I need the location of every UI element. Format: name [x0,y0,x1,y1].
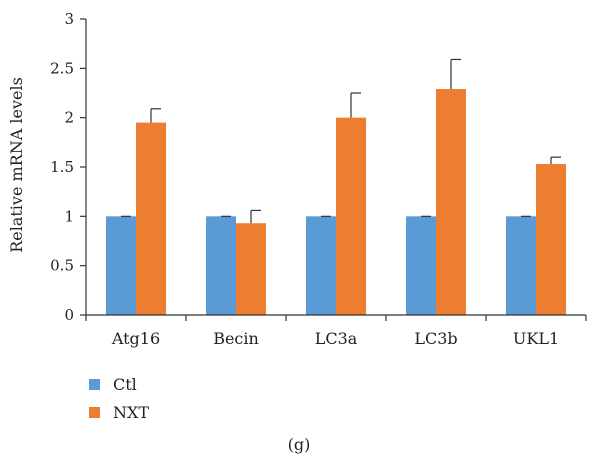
y-tick-label: 2 [64,109,74,127]
y-tick-label: 2.5 [50,59,74,77]
x-tick-label: UKL1 [513,329,559,348]
x-tick-label: LC3a [315,329,358,348]
y-axis-title: Relative mRNA levels [7,77,26,253]
legend-label-nxt: NXT [113,403,149,422]
bar-ctl-ukl1 [506,216,536,315]
legend-swatch-nxt [89,407,100,418]
error-bars [121,58,561,224]
x-tick-label: Atg16 [111,329,160,348]
y-tick-label: 0.5 [50,257,74,275]
bar-nxt-atg16 [136,122,166,315]
y-tick-label: 3 [64,10,74,28]
legend-swatch-ctl [89,379,100,390]
bar-nxt-becin [236,223,266,315]
x-tick-label: Becin [213,329,259,348]
bar-nxt-lc3a [336,117,366,316]
legend-label-ctl: Ctl [113,375,137,394]
y-tick-label: 0 [64,306,74,324]
bar-ctl-becin [206,216,236,315]
y-tick-label: 1.5 [50,158,74,176]
bar-nxt-ukl1 [536,164,566,315]
bar-ctl-lc3a [306,216,336,315]
y-tick-label: 1 [64,207,74,225]
bars [106,89,566,316]
panel-label: (g) [288,435,311,454]
bar-ctl-lc3b [406,216,436,315]
x-axis-ticks [85,315,587,321]
y-axis-ticks: 0 0.5 1 1.5 2 2.5 3 [50,10,86,324]
bar-nxt-lc3b [436,89,466,315]
bar-ctl-atg16 [106,216,136,315]
x-tick-label: LC3b [414,329,457,348]
x-axis-labels: Atg16 Becin LC3a LC3b UKL1 [111,329,559,348]
legend: Ctl NXT [89,375,149,422]
